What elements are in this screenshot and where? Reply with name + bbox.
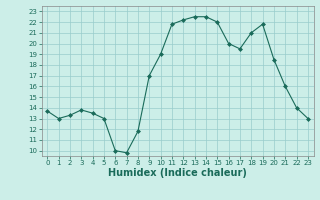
X-axis label: Humidex (Indice chaleur): Humidex (Indice chaleur) bbox=[108, 168, 247, 178]
